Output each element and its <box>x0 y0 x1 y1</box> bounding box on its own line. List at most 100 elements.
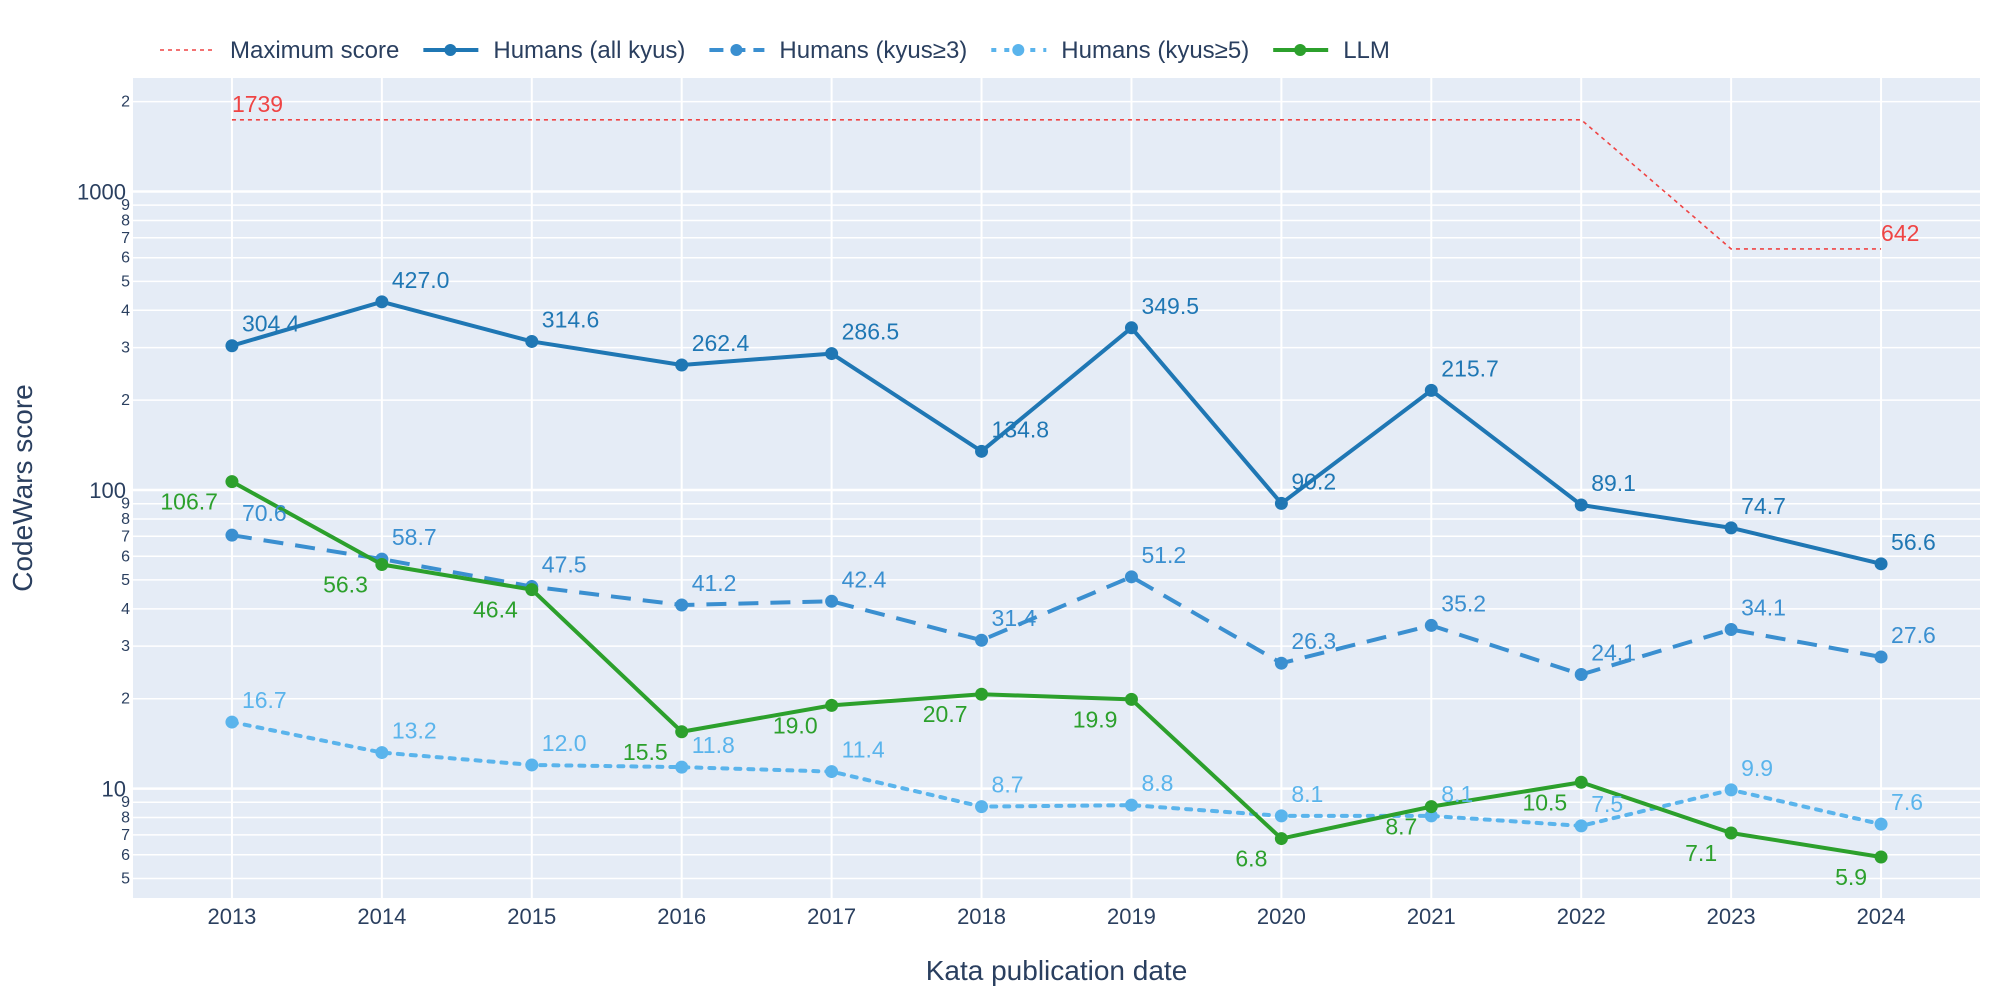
data-point <box>825 698 839 712</box>
y-minor-tick-label: 2 <box>121 392 130 409</box>
y-minor-tick-label: 3 <box>121 638 130 655</box>
x-tick-label: 2024 <box>1857 904 1906 929</box>
data-label: 34.1 <box>1741 595 1786 621</box>
data-point <box>1724 623 1738 637</box>
data-point <box>1424 383 1438 397</box>
x-axis-title: Kata publication date <box>926 955 1188 986</box>
max-score-annotation: 642 <box>1881 220 1919 246</box>
data-label: 47.5 <box>542 552 587 578</box>
data-label: 15.5 <box>623 739 668 765</box>
x-tick-label: 2017 <box>807 904 856 929</box>
data-point <box>1274 809 1288 823</box>
data-label: 286.5 <box>842 319 900 345</box>
y-minor-tick-label: 8 <box>121 212 130 229</box>
data-label: 12.0 <box>542 730 587 756</box>
data-point <box>1874 557 1888 571</box>
data-point <box>675 358 689 372</box>
data-point <box>375 746 389 760</box>
data-label: 8.8 <box>1141 770 1173 796</box>
x-tick-label: 2014 <box>357 904 406 929</box>
y-minor-tick-label: 7 <box>121 528 130 545</box>
data-point <box>1424 618 1438 632</box>
legend-item-llm[interactable]: LLM <box>1273 37 1390 64</box>
legend-item-humans-kyus-3[interactable]: Humans (kyus≥3) <box>709 37 967 64</box>
y-axis-title: CodeWars score <box>7 384 38 591</box>
y-minor-tick-label: 3 <box>121 340 130 357</box>
data-label: 56.3 <box>323 572 368 598</box>
data-point <box>1874 650 1888 664</box>
data-label: 314.6 <box>542 306 600 332</box>
data-label: 106.7 <box>160 489 218 515</box>
series-line <box>229 720 1884 828</box>
legend[interactable]: Maximum score Humans (all kyus) Humans (ky… <box>160 37 1390 64</box>
data-label: 304.4 <box>242 311 300 337</box>
y-minor-tick-label: 5 <box>121 870 130 887</box>
data-label: 56.6 <box>1891 529 1936 555</box>
data-point <box>825 347 839 361</box>
data-point <box>225 475 239 489</box>
axis-ticks: 2013 2014 2015 2016 2017 2018 2019 2020 2021 2022… <box>77 94 1905 929</box>
data-label: 19.0 <box>773 712 818 738</box>
y-minor-tick-label: 9 <box>121 197 130 214</box>
x-tick-label: 2023 <box>1707 904 1756 929</box>
data-point <box>1124 570 1138 584</box>
x-tick-label: 2013 <box>207 904 256 929</box>
data-label: 89.1 <box>1591 470 1636 496</box>
legend-label: Humans (kyus≥3) <box>779 37 967 64</box>
data-point <box>1124 321 1138 335</box>
data-label: 349.5 <box>1141 293 1199 319</box>
series-llm <box>225 475 1888 864</box>
y-major-tick-label: 100 <box>89 478 126 503</box>
data-point <box>1874 817 1888 831</box>
legend-label: LLM <box>1343 37 1390 64</box>
data-point <box>375 558 389 572</box>
legend-item-humans-all-kyus[interactable]: Humans (all kyus) <box>423 37 685 64</box>
data-point <box>975 633 989 647</box>
y-minor-tick-label: 8 <box>121 810 130 827</box>
data-label: 7.6 <box>1891 789 1923 815</box>
y-minor-tick-label: 6 <box>121 847 130 864</box>
data-point <box>825 765 839 779</box>
y-major-tick-label: 10 <box>102 777 126 802</box>
y-minor-tick-label: 8 <box>121 511 130 528</box>
y-minor-tick-label: 6 <box>121 250 130 267</box>
data-point <box>1424 800 1438 814</box>
legend-label: Humans (kyus≥5) <box>1061 37 1249 64</box>
x-tick-label: 2019 <box>1107 904 1156 929</box>
data-label: 20.7 <box>923 701 968 727</box>
series-maximum-score <box>231 118 1882 250</box>
data-label: 42.4 <box>842 566 887 592</box>
data-label: 90.2 <box>1291 468 1336 494</box>
data-label: 8.1 <box>1291 781 1323 807</box>
legend-item-humans-kyus-5[interactable]: Humans (kyus≥5) <box>991 37 1249 64</box>
legend-label: Humans (all kyus) <box>493 37 685 64</box>
data-point <box>1274 832 1288 846</box>
data-label: 24.1 <box>1591 640 1636 666</box>
series-humans-kyus-3 <box>225 528 1888 682</box>
data-point <box>225 528 239 542</box>
data-point <box>1274 496 1288 510</box>
y-minor-tick-label: 2 <box>121 691 130 708</box>
data-point <box>525 583 539 597</box>
y-minor-tick-label: 9 <box>121 496 130 513</box>
y-minor-tick-label: 4 <box>121 302 130 319</box>
data-point <box>975 687 989 701</box>
y-minor-tick-label: 7 <box>121 827 130 844</box>
data-label: 27.6 <box>1891 622 1936 648</box>
data-point <box>675 760 689 774</box>
legend-item-maximum-score[interactable]: Maximum score <box>160 37 399 64</box>
y-major-tick-label: 1000 <box>77 180 126 205</box>
data-label: 134.8 <box>992 416 1050 442</box>
data-label: 8.7 <box>992 772 1024 798</box>
data-point <box>1574 498 1588 512</box>
data-label: 58.7 <box>392 524 437 550</box>
plot-background <box>133 78 1980 898</box>
data-label: 31.4 <box>992 605 1037 631</box>
data-label: 19.9 <box>1073 706 1118 732</box>
y-minor-tick-label: 5 <box>121 273 130 290</box>
data-label: 5.9 <box>1835 864 1867 890</box>
y-minor-tick-label: 9 <box>121 794 130 811</box>
y-minor-tick-label: 5 <box>121 572 130 589</box>
series-line <box>230 479 1882 859</box>
data-point <box>1724 783 1738 797</box>
